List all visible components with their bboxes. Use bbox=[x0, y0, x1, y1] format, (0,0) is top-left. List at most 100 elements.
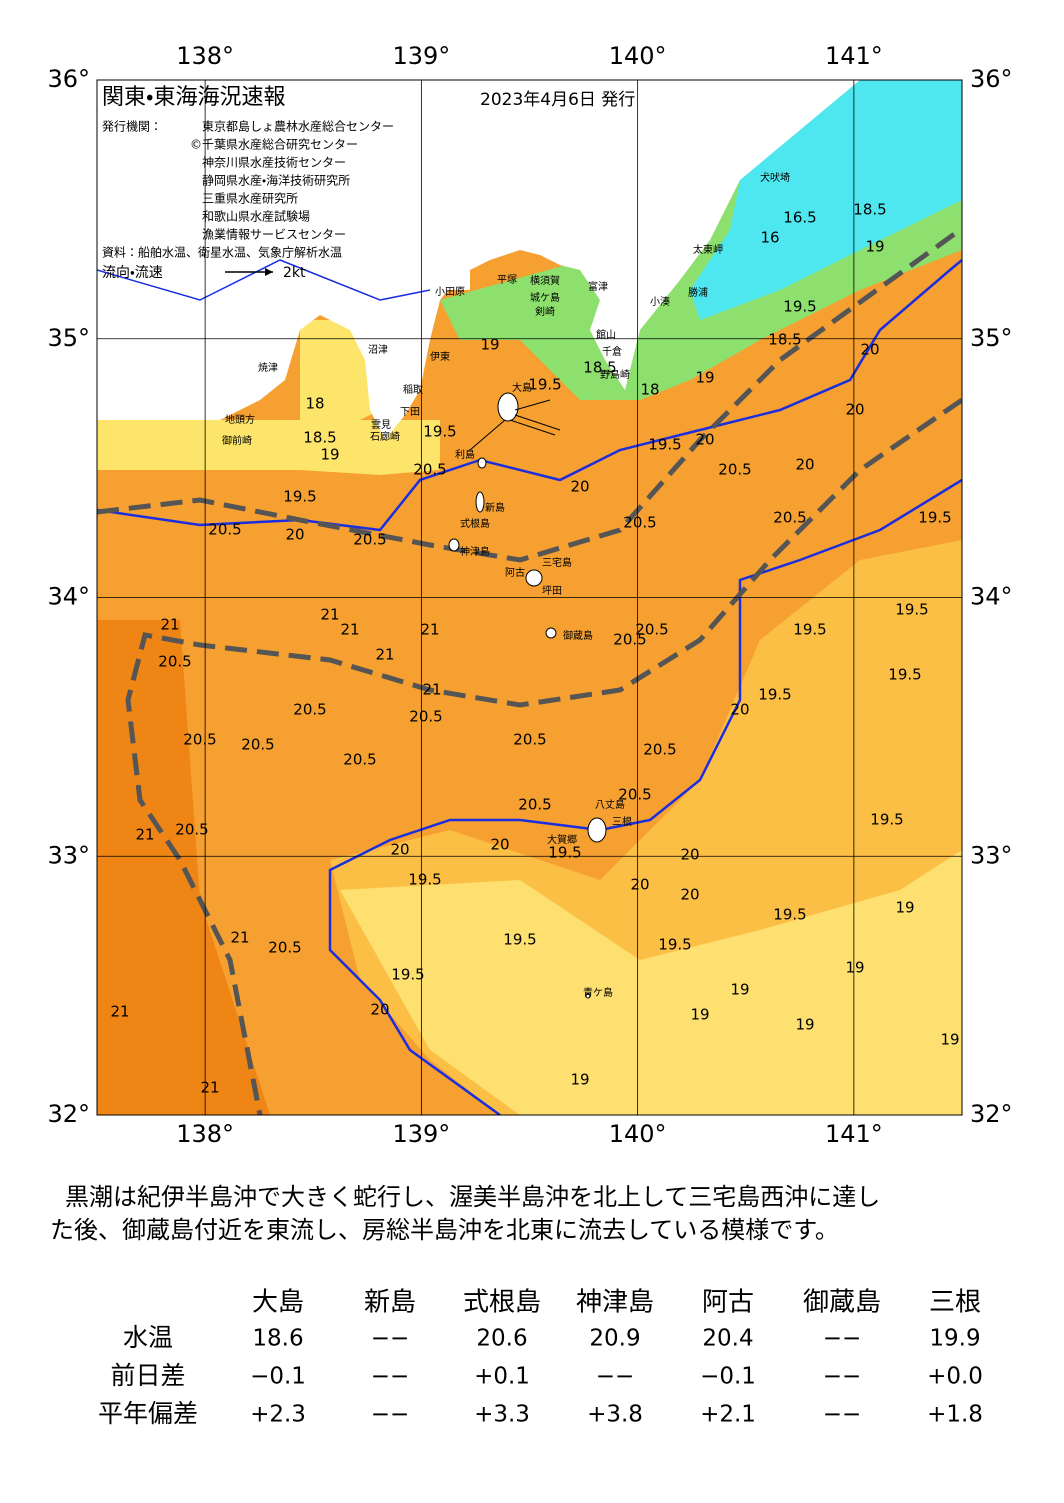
contour-label: 19 bbox=[320, 446, 339, 464]
contour-label: 19.5 bbox=[758, 686, 791, 704]
column-header: 式根島 bbox=[463, 1288, 541, 1318]
contour-label: 20.5 bbox=[518, 796, 551, 814]
place-name: 犬吠埼 bbox=[760, 171, 790, 184]
lon-label: 140° bbox=[609, 1120, 667, 1148]
island bbox=[448, 538, 460, 552]
contour-label: 19 bbox=[730, 981, 749, 999]
place-name: 雲見 bbox=[371, 419, 391, 431]
place-name: 神津島 bbox=[460, 545, 490, 558]
contour-label: 20.5 bbox=[613, 631, 646, 649]
contour-label: 21 bbox=[320, 606, 339, 624]
contour-label: 20.5 bbox=[241, 736, 274, 754]
place-name: 横須賀 bbox=[530, 274, 560, 287]
contour-label: 20 bbox=[370, 1001, 389, 1019]
contour-label: 19.5 bbox=[283, 488, 316, 506]
contour-label: 20 bbox=[695, 431, 714, 449]
kuroshio-axis bbox=[97, 227, 962, 563]
contour-label: 19.5 bbox=[528, 376, 561, 394]
flow-legend-arrowhead bbox=[265, 268, 273, 276]
place-name: 城ケ島 bbox=[530, 291, 560, 304]
table-cell: +0.0 bbox=[927, 1364, 983, 1390]
lon-label: 138° bbox=[176, 1120, 234, 1148]
contour-label: 20 bbox=[630, 876, 649, 894]
contour-label: 20.5 bbox=[343, 751, 376, 769]
place-name: 新島 bbox=[485, 501, 505, 514]
contour-label: 20 bbox=[680, 886, 699, 904]
warm-water bbox=[97, 620, 270, 1115]
contour-label: 21 bbox=[110, 1003, 129, 1021]
contour-label: 20.5 bbox=[353, 531, 386, 549]
issuer: 和歌山県水産試験場 bbox=[202, 209, 310, 224]
table-cell: −− bbox=[371, 1326, 410, 1352]
contour-label: 19 bbox=[690, 1006, 709, 1024]
island bbox=[477, 457, 487, 469]
lat-label: 33° bbox=[47, 841, 90, 869]
contour-label: 21 bbox=[230, 929, 249, 947]
table-cell: −− bbox=[371, 1364, 410, 1390]
island bbox=[585, 993, 591, 999]
flow-legend-label: 流向・流速 bbox=[102, 265, 163, 281]
place-name: 剣崎 bbox=[535, 305, 555, 318]
comment-line: た後、御蔵島付近を東流し、房総半島沖を北東に流去している模様です。 bbox=[50, 1216, 839, 1244]
table-cell: −0.1 bbox=[250, 1364, 306, 1390]
place-name: 沼津 bbox=[368, 343, 388, 356]
place-name: 坪田 bbox=[542, 584, 562, 597]
place-name: 御前崎 bbox=[222, 434, 252, 447]
contour-label: 18 bbox=[640, 381, 659, 399]
contour-label: 19 bbox=[845, 959, 864, 977]
contour-label: 20.5 bbox=[773, 509, 806, 527]
contour-label: 20 bbox=[730, 701, 749, 719]
contour-label: 20 bbox=[390, 841, 409, 859]
contour-label: 20.5 bbox=[513, 731, 546, 749]
place-name: 八丈島 bbox=[595, 798, 625, 811]
contour-label: 19.5 bbox=[503, 931, 536, 949]
contour-label: 20.5 bbox=[175, 821, 208, 839]
lat-label: 35° bbox=[47, 324, 90, 352]
contour-label: 19 bbox=[865, 238, 884, 256]
contour-label: 21 bbox=[375, 646, 394, 664]
issuer: 漁業情報サービスセンター bbox=[202, 228, 346, 242]
contour-label: 19.5 bbox=[793, 621, 826, 639]
contour-label: 21 bbox=[135, 826, 154, 844]
place-name: 青ケ島 bbox=[583, 986, 613, 999]
island bbox=[497, 392, 519, 422]
issuer-label: 発行機関： bbox=[102, 120, 162, 134]
table-cell: +1.8 bbox=[927, 1402, 983, 1428]
table-cell: 20.4 bbox=[702, 1326, 753, 1352]
place-name: 三宅島 bbox=[542, 556, 572, 569]
table-cell: +2.3 bbox=[250, 1402, 306, 1428]
contour-label: 20.5 bbox=[293, 701, 326, 719]
contour-label: 19.5 bbox=[888, 666, 921, 684]
table-cell: −− bbox=[823, 1326, 862, 1352]
place-name: 御蔵島 bbox=[563, 629, 593, 642]
header-box bbox=[97, 80, 470, 290]
coastal-cool-water bbox=[97, 420, 440, 475]
island bbox=[587, 817, 607, 843]
flow-legend-scale: 2kt bbox=[283, 265, 306, 281]
contour-label: 20.5 bbox=[635, 621, 668, 639]
lat-label: 34° bbox=[970, 583, 1013, 611]
contour-label: 20.5 bbox=[158, 653, 191, 671]
lon-label: 138° bbox=[176, 42, 234, 70]
contour-label: 21 bbox=[420, 621, 439, 639]
contour-label: 19.5 bbox=[423, 423, 456, 441]
lat-label: 36° bbox=[970, 65, 1013, 93]
island bbox=[545, 627, 557, 639]
issuer: 東京都島しょ農林水産総合センター bbox=[202, 119, 394, 134]
row-header: 水温 bbox=[123, 1323, 173, 1352]
lon-label: 140° bbox=[609, 42, 667, 70]
table-cell: +3.8 bbox=[587, 1402, 643, 1428]
table-cell: −− bbox=[823, 1402, 862, 1428]
place-name: 地頭方 bbox=[225, 413, 255, 426]
table-cell: −0.1 bbox=[700, 1364, 756, 1390]
place-name: 大賀郷 bbox=[547, 833, 577, 846]
place-name: 富津 bbox=[588, 280, 608, 293]
contour-label: 19 bbox=[570, 1071, 589, 1089]
contour-label: 16 bbox=[760, 229, 779, 247]
contour-label: 20.5 bbox=[208, 521, 241, 539]
contour-label: 20 bbox=[845, 401, 864, 419]
contour-label: 21 bbox=[200, 1079, 219, 1097]
flow-arrows bbox=[469, 399, 561, 451]
